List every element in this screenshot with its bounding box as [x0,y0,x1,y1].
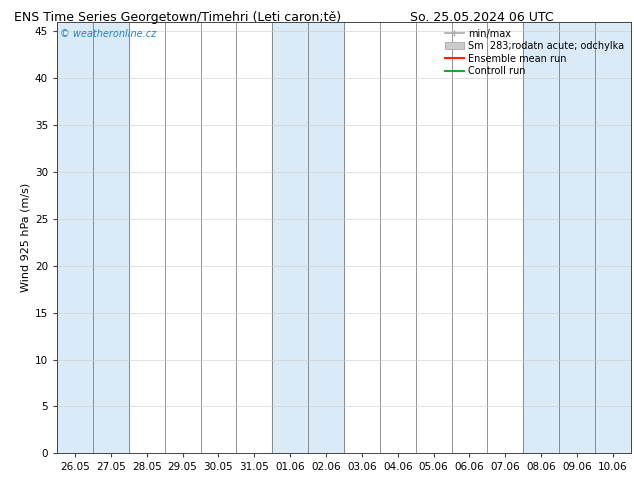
Bar [272,22,308,453]
Text: So. 25.05.2024 06 UTC: So. 25.05.2024 06 UTC [410,11,553,24]
Bar [559,22,595,453]
Bar [523,22,559,453]
Bar [595,22,631,453]
Bar [57,22,93,453]
Bar [93,22,129,453]
Legend: min/max, Sm  283;rodatn acute; odchylka, Ensemble mean run, Controll run: min/max, Sm 283;rodatn acute; odchylka, … [443,27,626,78]
Bar [308,22,344,453]
Text: © weatheronline.cz: © weatheronline.cz [60,28,156,39]
Y-axis label: Wind 925 hPa (m/s): Wind 925 hPa (m/s) [21,183,30,292]
Text: ENS Time Series Georgetown/Timehri (Leti caron;tě): ENS Time Series Georgetown/Timehri (Leti… [14,11,341,24]
